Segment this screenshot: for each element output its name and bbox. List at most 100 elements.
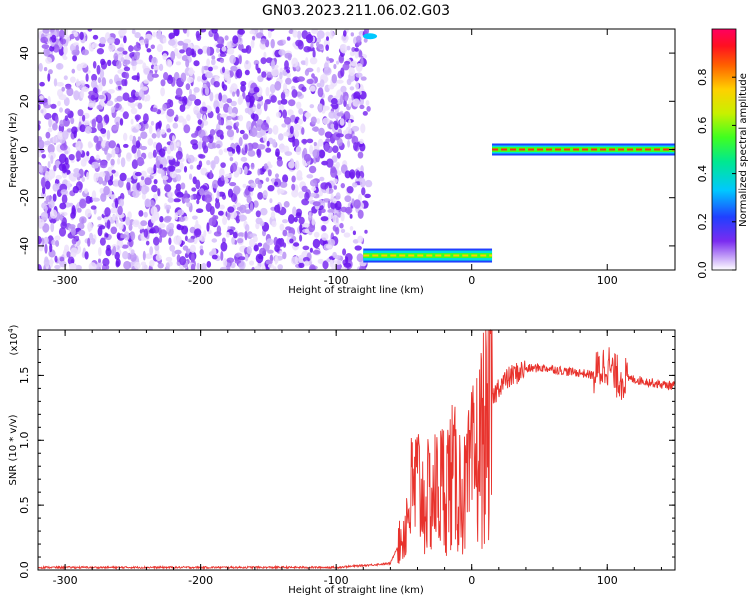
noise-speck xyxy=(81,49,89,56)
noise-speck xyxy=(301,86,307,92)
noise-speck xyxy=(226,98,232,104)
noise-speck xyxy=(152,31,157,38)
noise-speck xyxy=(114,251,120,260)
noise-speck xyxy=(297,76,305,82)
noise-speck xyxy=(260,207,268,216)
noise-speck xyxy=(98,82,103,92)
noise-speck xyxy=(75,44,80,52)
noise-speck xyxy=(120,57,125,62)
noise-speck xyxy=(133,44,141,52)
noise-speck xyxy=(170,50,176,61)
noise-speck xyxy=(255,132,263,138)
noise-speck xyxy=(107,37,115,44)
noise-speck xyxy=(361,187,366,196)
noise-speck xyxy=(148,125,153,135)
noise-speck xyxy=(38,235,42,245)
noise-speck xyxy=(73,172,81,178)
colorbar-label: Normalized spectral amplitude xyxy=(738,73,749,227)
noise-speck xyxy=(178,216,186,222)
noise-speck xyxy=(130,60,138,67)
noise-speck xyxy=(290,256,299,265)
noise-speck xyxy=(251,35,256,41)
noise-speck xyxy=(227,188,234,198)
noise-speck xyxy=(113,38,121,46)
noise-speck xyxy=(116,95,123,102)
noise-speck xyxy=(121,79,127,87)
noise-speck xyxy=(244,69,250,76)
noise-speck xyxy=(231,236,236,245)
noise-speck xyxy=(64,115,69,121)
noise-speck xyxy=(212,65,219,70)
noise-speck xyxy=(199,234,206,242)
noise-speck xyxy=(270,38,275,49)
noise-speck xyxy=(48,69,53,75)
noise-speck xyxy=(191,187,197,192)
noise-speck xyxy=(106,100,114,107)
noise-speck xyxy=(335,226,340,235)
noise-speck xyxy=(235,202,242,208)
noise-speck xyxy=(121,244,129,249)
noise-speck xyxy=(323,62,329,71)
noise-speck xyxy=(335,192,341,200)
noise-speck xyxy=(282,71,288,77)
noise-speck xyxy=(61,86,65,92)
noise-speck xyxy=(39,95,44,100)
noise-speck xyxy=(274,181,279,186)
noise-speck xyxy=(336,112,344,117)
noise-speck xyxy=(240,84,246,93)
noise-speck xyxy=(271,67,279,77)
noise-speck xyxy=(235,215,241,224)
noise-speck xyxy=(131,75,140,81)
noise-speck xyxy=(151,73,159,78)
noise-speck xyxy=(84,188,89,194)
noise-speck xyxy=(291,89,298,98)
noise-speck xyxy=(156,44,163,53)
noise-speck xyxy=(357,151,364,159)
noise-speck xyxy=(244,107,250,114)
noise-speck xyxy=(42,223,50,233)
noise-speck xyxy=(204,194,212,204)
noise-speck xyxy=(188,67,194,77)
noise-speck xyxy=(143,113,149,124)
noise-speck xyxy=(174,212,179,221)
noise-speck xyxy=(86,171,90,180)
colorbar-tick-label: 0.8 xyxy=(696,68,709,86)
noise-speck xyxy=(336,79,344,84)
noise-speck xyxy=(159,164,164,169)
noise-speck xyxy=(305,111,310,120)
noise-speck xyxy=(79,31,84,41)
spectrogram-x-label: Height of straight line (km) xyxy=(288,285,424,296)
noise-speck xyxy=(240,156,248,162)
noise-speck xyxy=(135,123,142,130)
noise-speck xyxy=(87,222,93,232)
noise-speck xyxy=(191,253,195,263)
noise-speck xyxy=(93,135,99,143)
noise-speck xyxy=(298,108,304,115)
noise-speck xyxy=(53,78,58,87)
noise-speck xyxy=(205,71,213,79)
noise-speck xyxy=(123,66,131,72)
noise-speck xyxy=(225,231,230,238)
noise-speck xyxy=(256,103,261,110)
noise-speck xyxy=(106,265,110,270)
noise-speck xyxy=(70,226,76,236)
noise-speck xyxy=(117,85,122,90)
noise-speck xyxy=(127,96,136,103)
noise-speck xyxy=(51,34,57,43)
noise-speck xyxy=(49,243,53,253)
noise-speck xyxy=(230,112,237,118)
noise-speck xyxy=(237,232,245,238)
noise-speck xyxy=(276,158,283,167)
noise-speck xyxy=(59,256,65,262)
noise-speck xyxy=(340,67,345,77)
noise-speck xyxy=(246,195,252,204)
noise-speck xyxy=(40,36,49,44)
noise-speck xyxy=(84,251,89,260)
noise-speck xyxy=(47,127,53,133)
noise-speck xyxy=(179,162,184,170)
noise-speck xyxy=(299,234,303,242)
noise-speck xyxy=(332,198,337,204)
noise-speck xyxy=(334,259,342,265)
noise-speck xyxy=(329,30,335,39)
noise-speck xyxy=(269,198,273,204)
